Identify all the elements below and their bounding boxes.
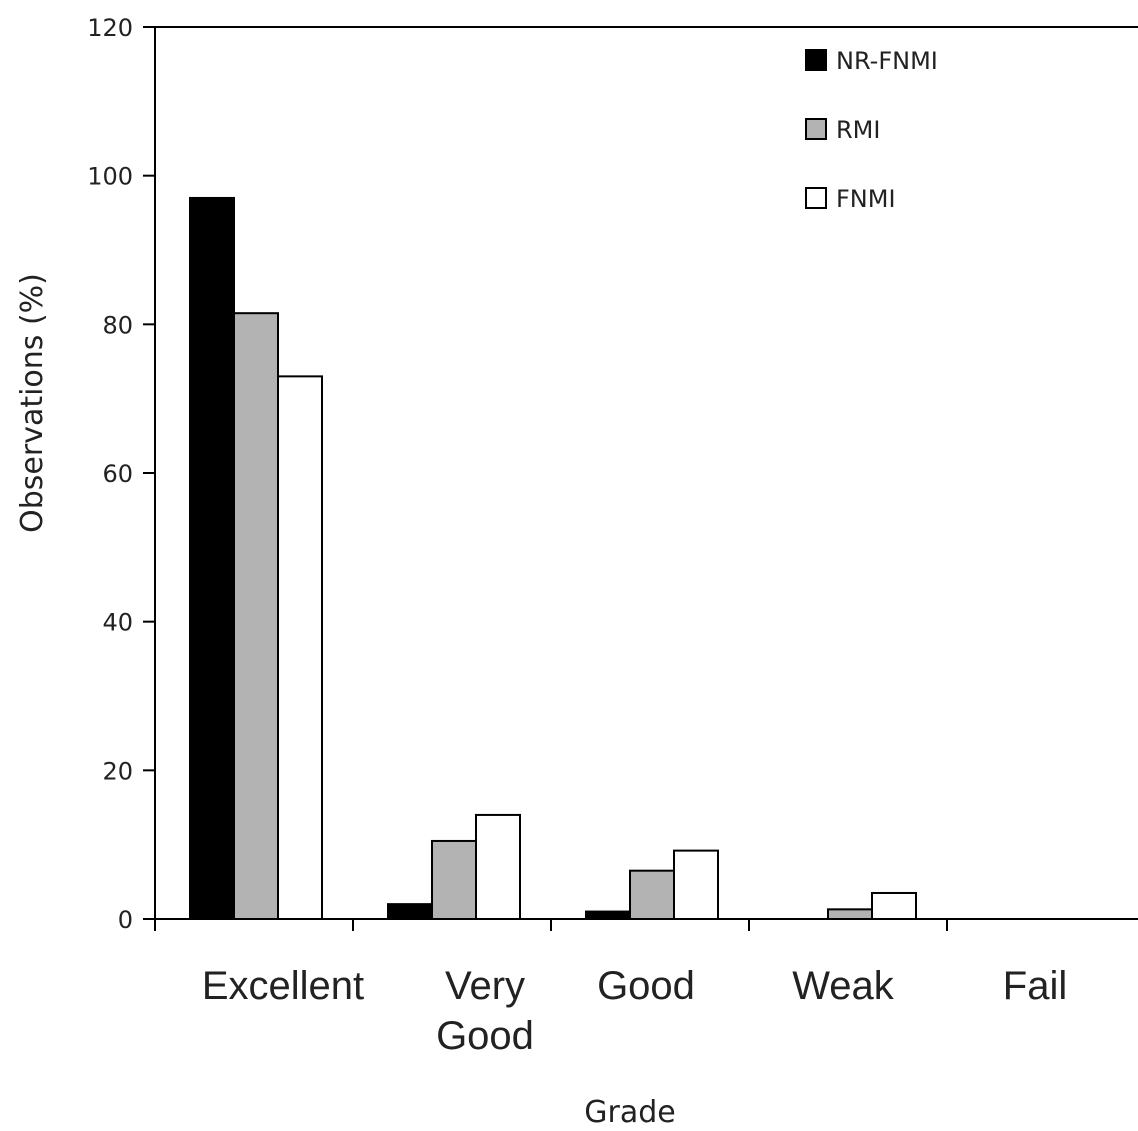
bar-fnmi-1 <box>475 813 521 921</box>
x-axis-ticks <box>154 919 948 931</box>
bar-rmi-1 <box>431 839 477 921</box>
y-tick-label: 20 <box>102 757 133 785</box>
x-category-label: Good <box>597 964 695 1008</box>
y-tick-label: 60 <box>102 460 133 488</box>
y-tick-label: 0 <box>118 906 133 934</box>
bar-rmi-2 <box>629 869 675 921</box>
bar-rmi-3 <box>827 908 873 921</box>
x-category-label: Excellent <box>202 964 364 1008</box>
x-category-label: Weak <box>792 964 895 1008</box>
x-category-labels: Excellent Very Good Good Weak Fail <box>202 964 1067 1058</box>
bar-nr-fnmi-0 <box>189 196 235 920</box>
legend-swatch-fnmi <box>805 187 827 209</box>
bar-rmi-0 <box>233 312 279 920</box>
x-category-label: Fail <box>1003 964 1067 1008</box>
legend: NR-FNMI RMI FNMI <box>805 47 938 213</box>
bar-fnmi-0 <box>277 375 323 921</box>
y-tick-label: 100 <box>87 163 133 191</box>
x-category-label: Very Good <box>436 964 534 1058</box>
legend-label-rmi: RMI <box>836 116 880 144</box>
legend-swatch-nr-fnmi <box>805 49 827 71</box>
bar-nr-fnmi-2 <box>585 910 631 920</box>
bars <box>189 196 917 921</box>
y-axis-ticks: 0 20 40 60 80 100 120 <box>87 14 155 934</box>
legend-label-fnmi: FNMI <box>836 185 896 213</box>
legend-swatch-rmi <box>805 118 827 140</box>
bar-fnmi-2 <box>673 849 719 921</box>
y-tick-label: 120 <box>87 14 133 42</box>
legend-label-nr-fnmi: NR-FNMI <box>836 47 938 75</box>
y-tick-label: 80 <box>102 311 133 339</box>
bar-fnmi-3 <box>871 891 917 921</box>
y-tick-label: 40 <box>102 609 133 637</box>
y-axis-title: Observations (%) <box>15 273 50 533</box>
x-axis-title: Grade <box>584 1095 675 1130</box>
bar-nr-fnmi-1 <box>387 903 433 921</box>
